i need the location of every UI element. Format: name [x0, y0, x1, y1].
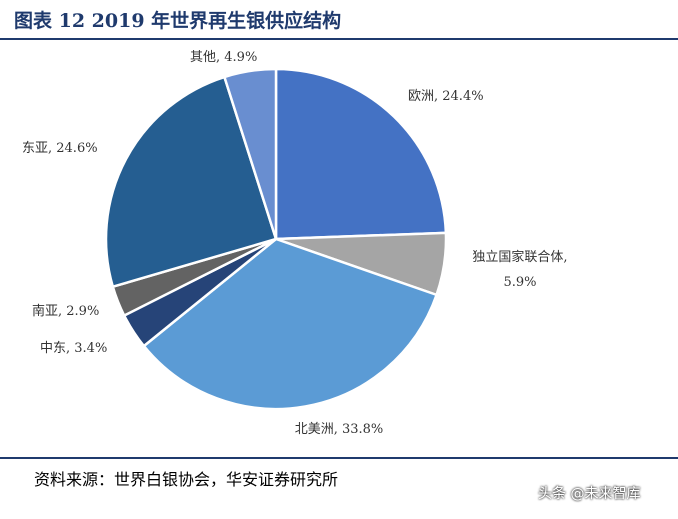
pie-slice-north-america [142, 237, 438, 411]
slice-label-south-asia: 南亚, 2.9% [32, 303, 99, 319]
slice-label-middle-east: 中东, 3.4% [40, 341, 107, 356]
slice-label-cis-line2: 5.9% [503, 275, 536, 290]
title-divider [0, 38, 678, 40]
pie-slice-other [223, 67, 278, 241]
pie-labels: 欧洲, 24.4% 独立国家联合体, 5.9% 北美洲, 33.8% 中东, 3… [22, 50, 568, 437]
slice-label-cis-line1: 独立国家联合体, [472, 249, 567, 265]
watermark: 头条 @未来智库 [538, 486, 641, 502]
pie-slices [104, 67, 448, 411]
slice-label-east-asia: 东亚, 24.6% [22, 141, 98, 156]
slice-label-europe: 欧洲, 24.4% [408, 89, 484, 104]
source-note: 资料来源：世界白银协会，华安证券研究所 [34, 470, 339, 489]
pie-slice-east-asia [104, 75, 278, 288]
source-divider [0, 457, 678, 459]
slice-label-other: 其他, 4.9% [190, 50, 257, 65]
chart-title: 图表 12 2019 年世界再生银供应结构 [14, 10, 342, 32]
pie-slice-europe [274, 67, 448, 241]
slice-label-north-america: 北美洲, 33.8% [295, 422, 384, 437]
pie-chart: 欧洲, 24.4% 独立国家联合体, 5.9% 北美洲, 33.8% 中东, 3… [22, 50, 568, 437]
